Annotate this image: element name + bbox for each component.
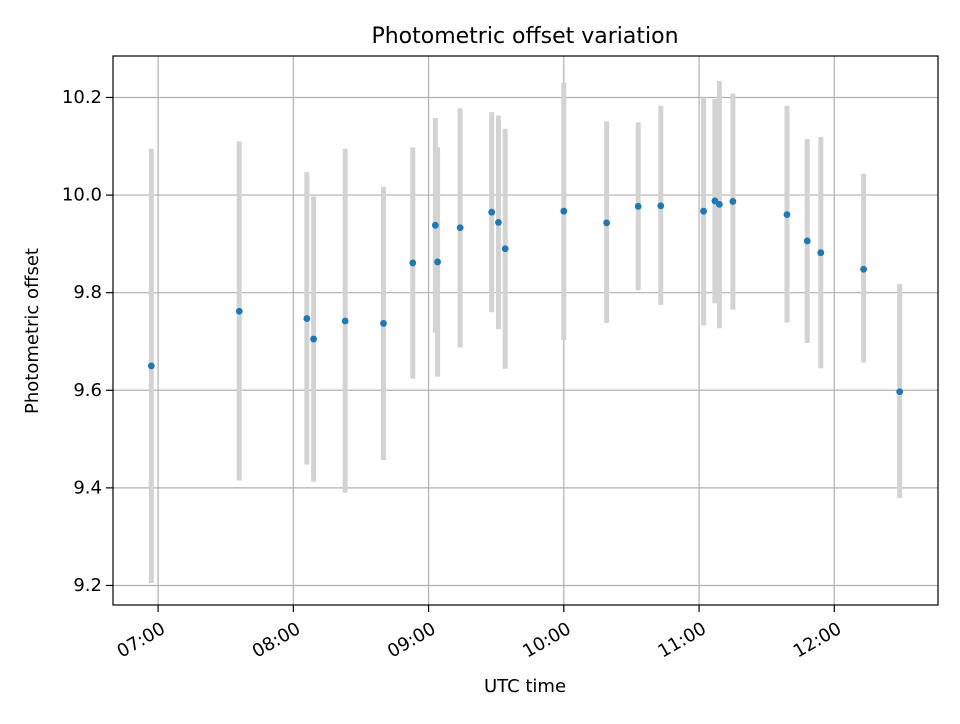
data-point [700, 207, 707, 215]
data-point [303, 315, 311, 322]
data-point [488, 208, 496, 216]
data-point [783, 211, 791, 219]
data-point [495, 219, 502, 226]
data-point [409, 259, 417, 267]
y-tick-label: 9.6 [73, 380, 102, 401]
data-point [341, 317, 349, 325]
y-tick-label: 9.8 [73, 282, 102, 303]
y-tick-label: 9.4 [73, 477, 102, 498]
data-point [657, 202, 665, 210]
data-point [310, 335, 318, 343]
chart-title: Photometric offset variation [371, 24, 678, 49]
grid [113, 56, 938, 605]
y-axis-label: Photometric offset [22, 248, 43, 414]
data-point [434, 258, 441, 266]
data-points [147, 197, 904, 396]
data-point [715, 200, 723, 208]
data-point [860, 265, 868, 273]
x-axis-label: UTC time [484, 676, 566, 697]
data-point [235, 307, 243, 315]
data-point [147, 362, 155, 370]
data-point [729, 198, 737, 205]
data-point [817, 249, 825, 257]
y-tick-label: 10.0 [62, 185, 102, 206]
data-point [501, 245, 509, 253]
data-point [380, 320, 387, 327]
data-point [456, 224, 464, 232]
y-tick-label: 9.2 [73, 575, 102, 596]
data-point [896, 388, 904, 396]
data-point [634, 202, 642, 210]
data-point [560, 207, 568, 215]
plot-area-frame [112, 55, 939, 606]
data-point [803, 237, 811, 245]
data-point [603, 219, 611, 227]
y-tick-label: 10.2 [62, 87, 102, 108]
data-point [431, 221, 439, 229]
y-axis-ticks: 9.2 9.4 9.6 9.8 10.0 10.2 [62, 87, 113, 596]
